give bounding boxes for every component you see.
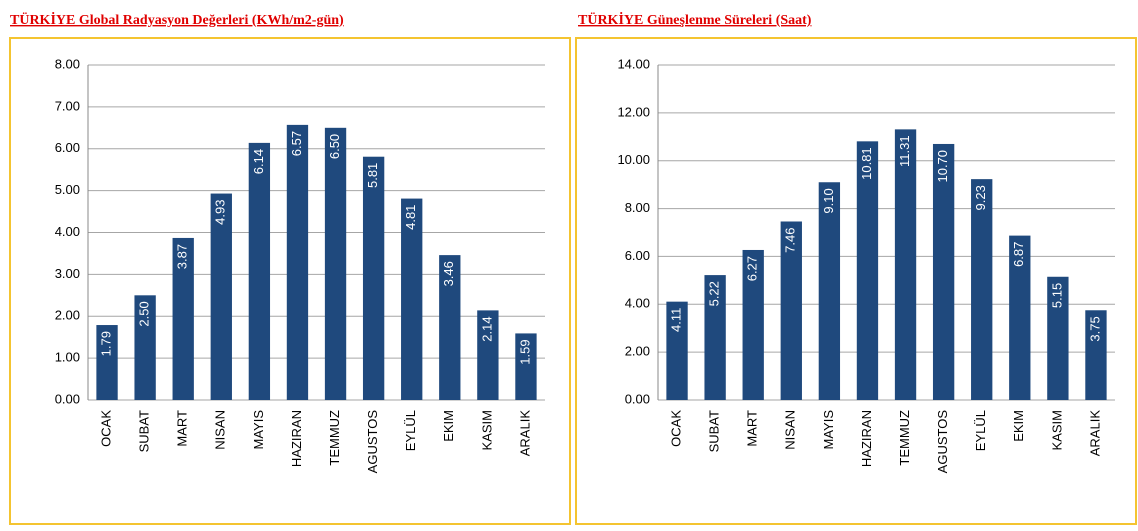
x-tick-label: ARALIK <box>1087 410 1102 457</box>
data-label: 3.87 <box>175 244 190 269</box>
data-label: 9.23 <box>973 185 988 210</box>
y-tick-label: 8.00 <box>55 56 80 71</box>
x-tick-label: OCAK <box>668 410 683 447</box>
bar <box>324 127 347 400</box>
y-tick-label: 10.00 <box>617 152 650 167</box>
bar <box>818 182 841 400</box>
bar <box>971 179 993 400</box>
x-tick-label: MAYIS <box>821 410 836 450</box>
bar <box>134 295 156 400</box>
bar <box>401 198 423 400</box>
x-tick-label: EYLÜL <box>973 410 988 451</box>
data-label: 10.81 <box>859 147 874 180</box>
x-tick-label: TEMMUZ <box>897 410 912 466</box>
data-label: 6.14 <box>251 149 266 174</box>
chart-title: TÜRKİYE Global Radyasyon Değerleri (KWh/… <box>10 11 344 28</box>
y-tick-label: 1.00 <box>55 350 80 365</box>
x-tick-label: EKIM <box>441 410 456 442</box>
data-label: 4.93 <box>213 200 228 225</box>
bar <box>780 221 802 400</box>
x-tick-label: MART <box>745 410 760 447</box>
y-tick-label: 3.00 <box>55 266 80 281</box>
bar <box>96 325 118 400</box>
x-tick-label: ARALIK <box>517 410 532 457</box>
bar <box>477 310 499 400</box>
x-tick-label: TEMMUZ <box>327 410 342 466</box>
x-tick-label: KASIM <box>1049 410 1064 450</box>
data-label: 2.50 <box>137 301 152 326</box>
y-tick-label: 6.00 <box>55 140 80 155</box>
data-label: 3.46 <box>441 261 456 286</box>
x-tick-label: SUBAT <box>137 410 152 452</box>
data-label: 1.79 <box>98 331 113 356</box>
data-label: 6.57 <box>289 131 304 156</box>
x-tick-label: SUBAT <box>707 410 722 452</box>
bar <box>666 301 688 400</box>
bar <box>894 129 917 400</box>
data-label: 5.81 <box>365 163 380 188</box>
bar <box>286 124 309 400</box>
data-label: 5.15 <box>1049 283 1064 308</box>
data-label: 1.59 <box>517 339 532 364</box>
bar <box>1085 310 1107 400</box>
x-tick-label: HAZIRAN <box>859 410 874 467</box>
y-tick-label: 0.00 <box>55 391 80 406</box>
x-tick-label: KASIM <box>479 410 494 450</box>
bar <box>248 142 271 400</box>
x-tick-label: MART <box>175 410 190 447</box>
data-label: 5.22 <box>707 281 722 306</box>
y-tick-label: 7.00 <box>55 98 80 113</box>
data-label: 3.75 <box>1087 316 1102 341</box>
bar <box>704 275 726 400</box>
x-tick-label: EYLÜL <box>403 410 418 451</box>
bar <box>1009 235 1031 400</box>
y-tick-label: 5.00 <box>55 182 80 197</box>
y-tick-label: 0.00 <box>625 391 650 406</box>
bar <box>742 249 764 400</box>
x-tick-label: HAZIRAN <box>289 410 304 467</box>
bar <box>515 333 537 400</box>
x-tick-label: OCAK <box>98 410 113 447</box>
x-tick-label: MAYIS <box>251 410 266 450</box>
chart-frame <box>575 37 1137 525</box>
y-tick-label: 4.00 <box>55 224 80 239</box>
x-tick-label: NISAN <box>213 410 228 450</box>
x-tick-label: EKIM <box>1011 410 1026 442</box>
y-tick-label: 8.00 <box>625 200 650 215</box>
data-label: 2.14 <box>479 316 494 341</box>
y-tick-label: 4.00 <box>625 296 650 311</box>
x-tick-label: NISAN <box>783 410 798 450</box>
data-label: 11.31 <box>897 135 912 167</box>
bar <box>1047 276 1069 400</box>
y-tick-label: 12.00 <box>617 104 650 119</box>
bar <box>172 237 194 400</box>
y-tick-label: 14.00 <box>617 56 650 71</box>
y-tick-label: 6.00 <box>625 248 650 263</box>
y-tick-label: 2.00 <box>625 344 650 359</box>
x-tick-label: AGUSTOS <box>935 410 950 474</box>
data-label: 4.11 <box>668 308 683 332</box>
data-label: 6.87 <box>1011 242 1026 267</box>
bar <box>439 255 461 400</box>
x-tick-label: AGUSTOS <box>365 410 380 474</box>
chart-title: TÜRKİYE Güneşlenme Süreleri (Saat) <box>578 11 812 28</box>
bar <box>856 141 879 400</box>
bar <box>362 156 385 400</box>
bar <box>932 143 955 400</box>
data-label: 7.46 <box>783 227 798 252</box>
data-label: 6.50 <box>327 134 342 159</box>
bar <box>210 193 232 400</box>
data-label: 10.70 <box>935 150 950 183</box>
data-label: 9.10 <box>821 188 836 213</box>
y-tick-label: 2.00 <box>55 308 80 323</box>
data-label: 6.27 <box>745 256 760 281</box>
data-label: 4.81 <box>403 205 418 230</box>
